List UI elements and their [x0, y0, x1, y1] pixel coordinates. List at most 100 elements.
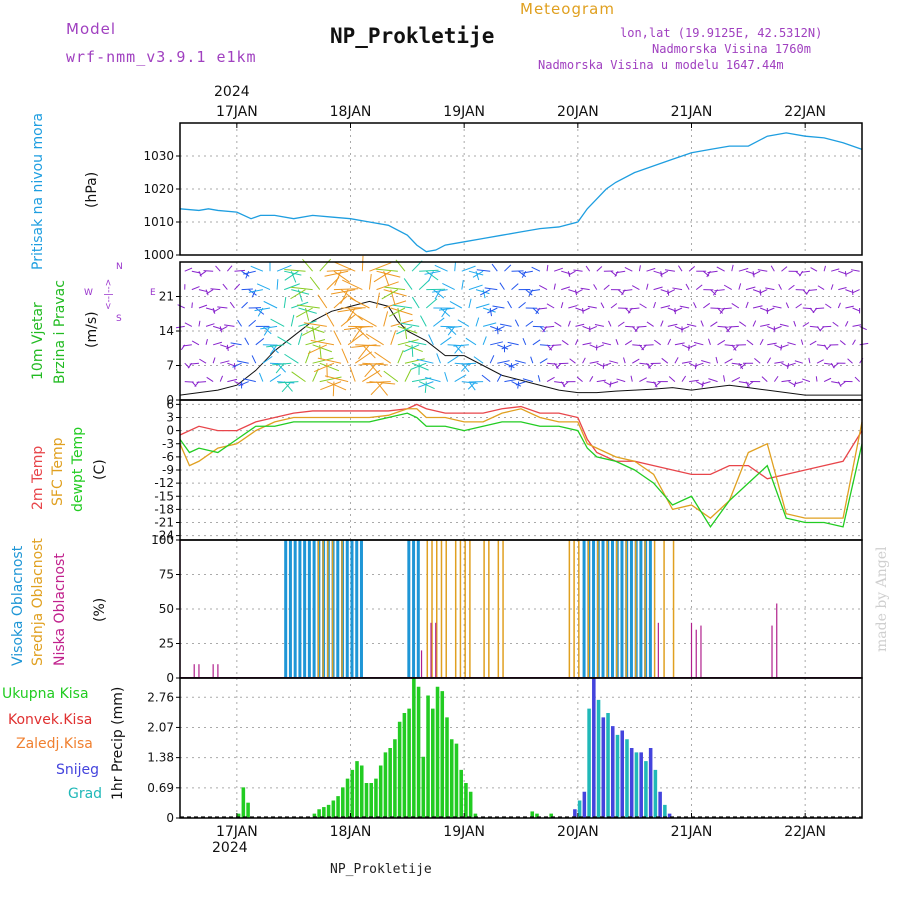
wind-barb	[309, 276, 321, 290]
wind-barb	[525, 289, 533, 296]
precip-total-bar	[431, 708, 435, 818]
temp-ytick-label: -9	[162, 463, 174, 477]
pressure-ytick-label: 1000	[143, 248, 174, 262]
precip-total-bar	[535, 813, 539, 818]
wind-barb	[404, 358, 425, 364]
wind-barb	[499, 282, 505, 290]
precip-total-bar	[435, 686, 440, 818]
wind-barb	[567, 271, 571, 278]
precip-total-bar	[459, 769, 463, 818]
wind-barb	[219, 375, 224, 382]
wind-barb	[312, 357, 334, 364]
wind-barb	[687, 344, 697, 349]
wind-barb	[205, 289, 209, 296]
wind-barb	[716, 266, 725, 272]
high-cloud-bar	[307, 540, 311, 678]
wind-barb	[255, 337, 265, 346]
wind-barb	[745, 286, 756, 291]
wind-barb	[418, 381, 434, 388]
wind-barb	[319, 258, 332, 272]
wind-barb	[248, 289, 257, 296]
wind-barb	[266, 344, 285, 348]
wind-barb	[847, 358, 853, 364]
wind-barb	[226, 344, 235, 350]
wind-layer	[175, 255, 869, 397]
wind-barb	[383, 370, 399, 383]
wind-barb	[693, 302, 697, 309]
temp-label-dewpt: dewpt Temp	[70, 426, 86, 512]
wind-barb	[302, 258, 313, 272]
wind-barb	[376, 292, 380, 309]
wind-barb	[481, 374, 491, 382]
precip-total-bar	[549, 813, 553, 818]
precip-snow-bar	[582, 791, 587, 818]
wind-barb	[243, 270, 256, 275]
wind-barb	[575, 323, 585, 327]
precip-total-bar	[468, 791, 473, 818]
wind-barb	[673, 307, 683, 313]
wind-barb	[425, 298, 438, 309]
wind-barb	[781, 379, 791, 383]
precip-snow-bar	[658, 791, 662, 818]
precip-snow-bar	[653, 769, 658, 818]
wind-barb	[390, 330, 397, 345]
wind-barb	[733, 344, 740, 351]
wind-barb	[191, 340, 200, 346]
wind-barb	[411, 362, 429, 371]
wind-barb	[844, 271, 847, 277]
high-cloud-bar	[293, 540, 297, 678]
wind-barb	[815, 376, 818, 382]
wind-barb	[701, 381, 704, 388]
high-cloud-bar	[620, 540, 624, 678]
wind-barb	[717, 339, 726, 346]
wind-barb	[199, 270, 207, 276]
precip-total-bar	[530, 811, 535, 818]
precip-total-bar	[407, 708, 411, 818]
wind-barb	[278, 381, 299, 384]
wind-barb	[603, 284, 610, 290]
temp-label-2m: 2m Temp	[30, 445, 46, 510]
wind-barb	[610, 303, 618, 309]
temp-ytick-label: -18	[154, 502, 174, 516]
wind-barb	[290, 289, 306, 300]
wind-barb	[376, 381, 388, 396]
wind-barb	[212, 357, 216, 364]
wind-barb	[220, 360, 230, 364]
temp-ytick-label: -6	[162, 450, 174, 464]
wind-barb	[232, 362, 242, 368]
wind-barb	[283, 296, 287, 309]
wind-barb	[681, 361, 692, 364]
wind-barb	[383, 289, 407, 297]
wind-barb	[229, 301, 235, 309]
legend-total-rain: Ukupna Kisa	[2, 686, 89, 702]
wind-barb	[490, 341, 504, 346]
wind-barb	[189, 362, 199, 365]
precip-total-bar	[336, 796, 340, 818]
wind-barb	[568, 270, 576, 276]
legend-hail: Grad	[68, 786, 103, 802]
cloud-label-low: Niska Oblacnost	[52, 553, 68, 666]
temp-ytick-label: -21	[154, 516, 174, 530]
wind-barb	[376, 281, 399, 291]
wind-barb	[241, 288, 253, 291]
wind-barb	[710, 321, 718, 327]
wind-barb	[461, 362, 477, 365]
wind-barb	[320, 381, 342, 391]
wind-barb	[255, 307, 265, 315]
wind-barb	[290, 286, 313, 291]
wind-barb	[284, 353, 299, 364]
x-label-top: 22JAN	[784, 104, 826, 120]
wind-barb	[823, 377, 832, 383]
wind-barb	[708, 338, 711, 345]
wind-barb	[243, 378, 256, 383]
wind-barb	[766, 307, 775, 312]
wind-barb	[396, 325, 413, 335]
wind-barb	[340, 289, 349, 305]
x-label-top: 19JAN	[443, 104, 485, 120]
wind-barb	[522, 337, 527, 345]
wind-barb	[752, 320, 757, 327]
temp-ytick-label: 6	[166, 397, 174, 411]
wind-barb	[291, 289, 310, 295]
wind-barb	[746, 381, 754, 387]
